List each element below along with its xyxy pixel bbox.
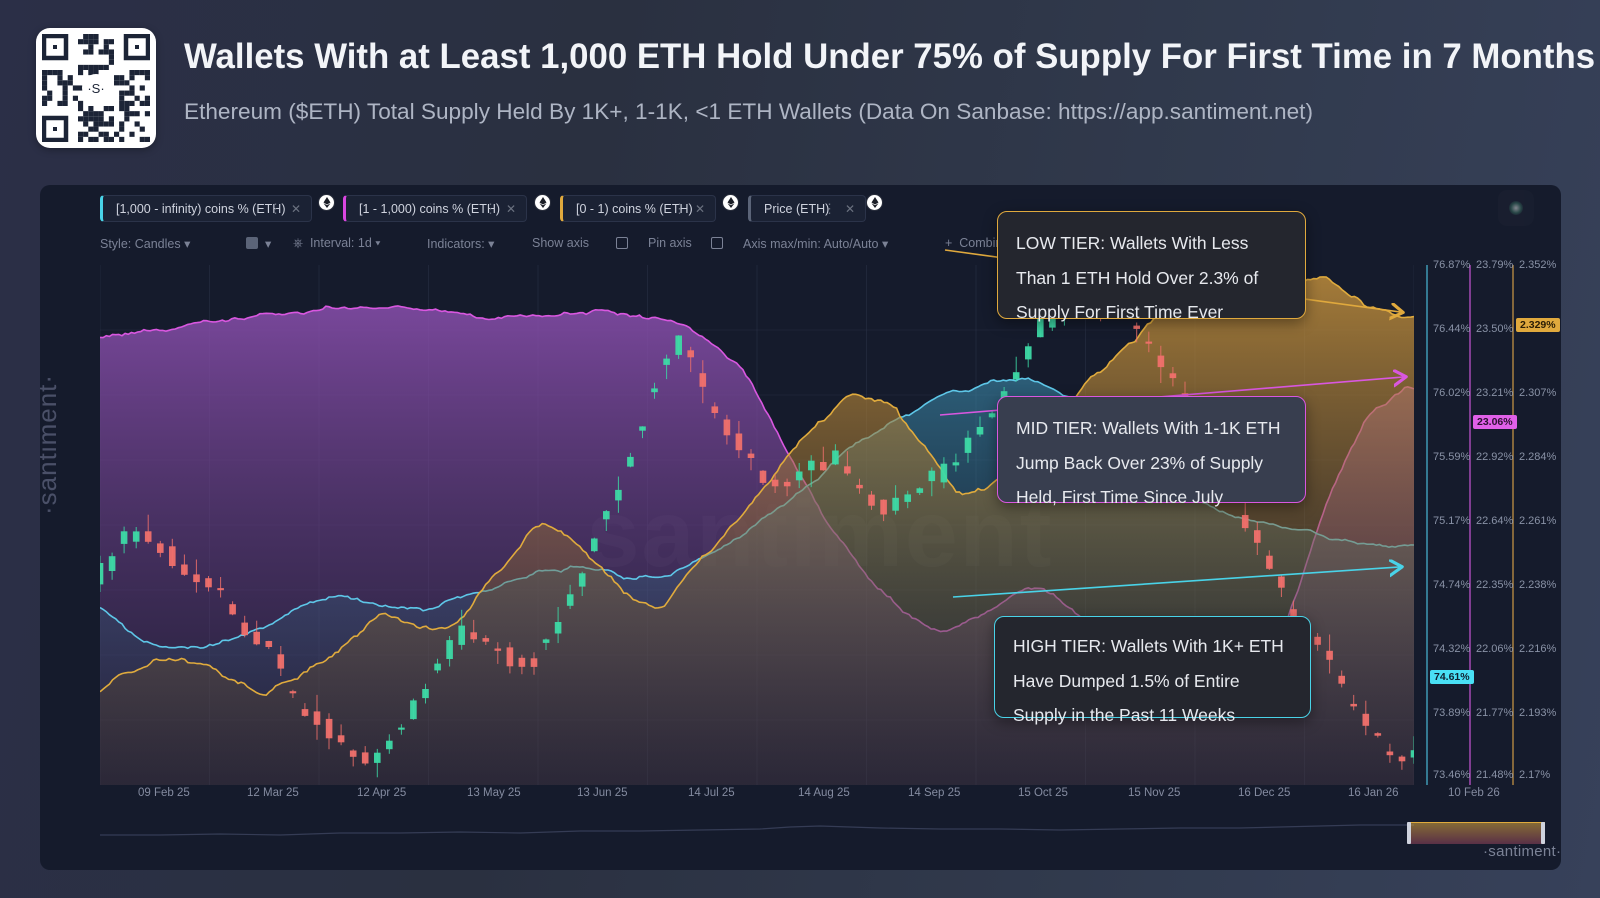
svg-text:·S·: ·S· <box>87 81 104 96</box>
